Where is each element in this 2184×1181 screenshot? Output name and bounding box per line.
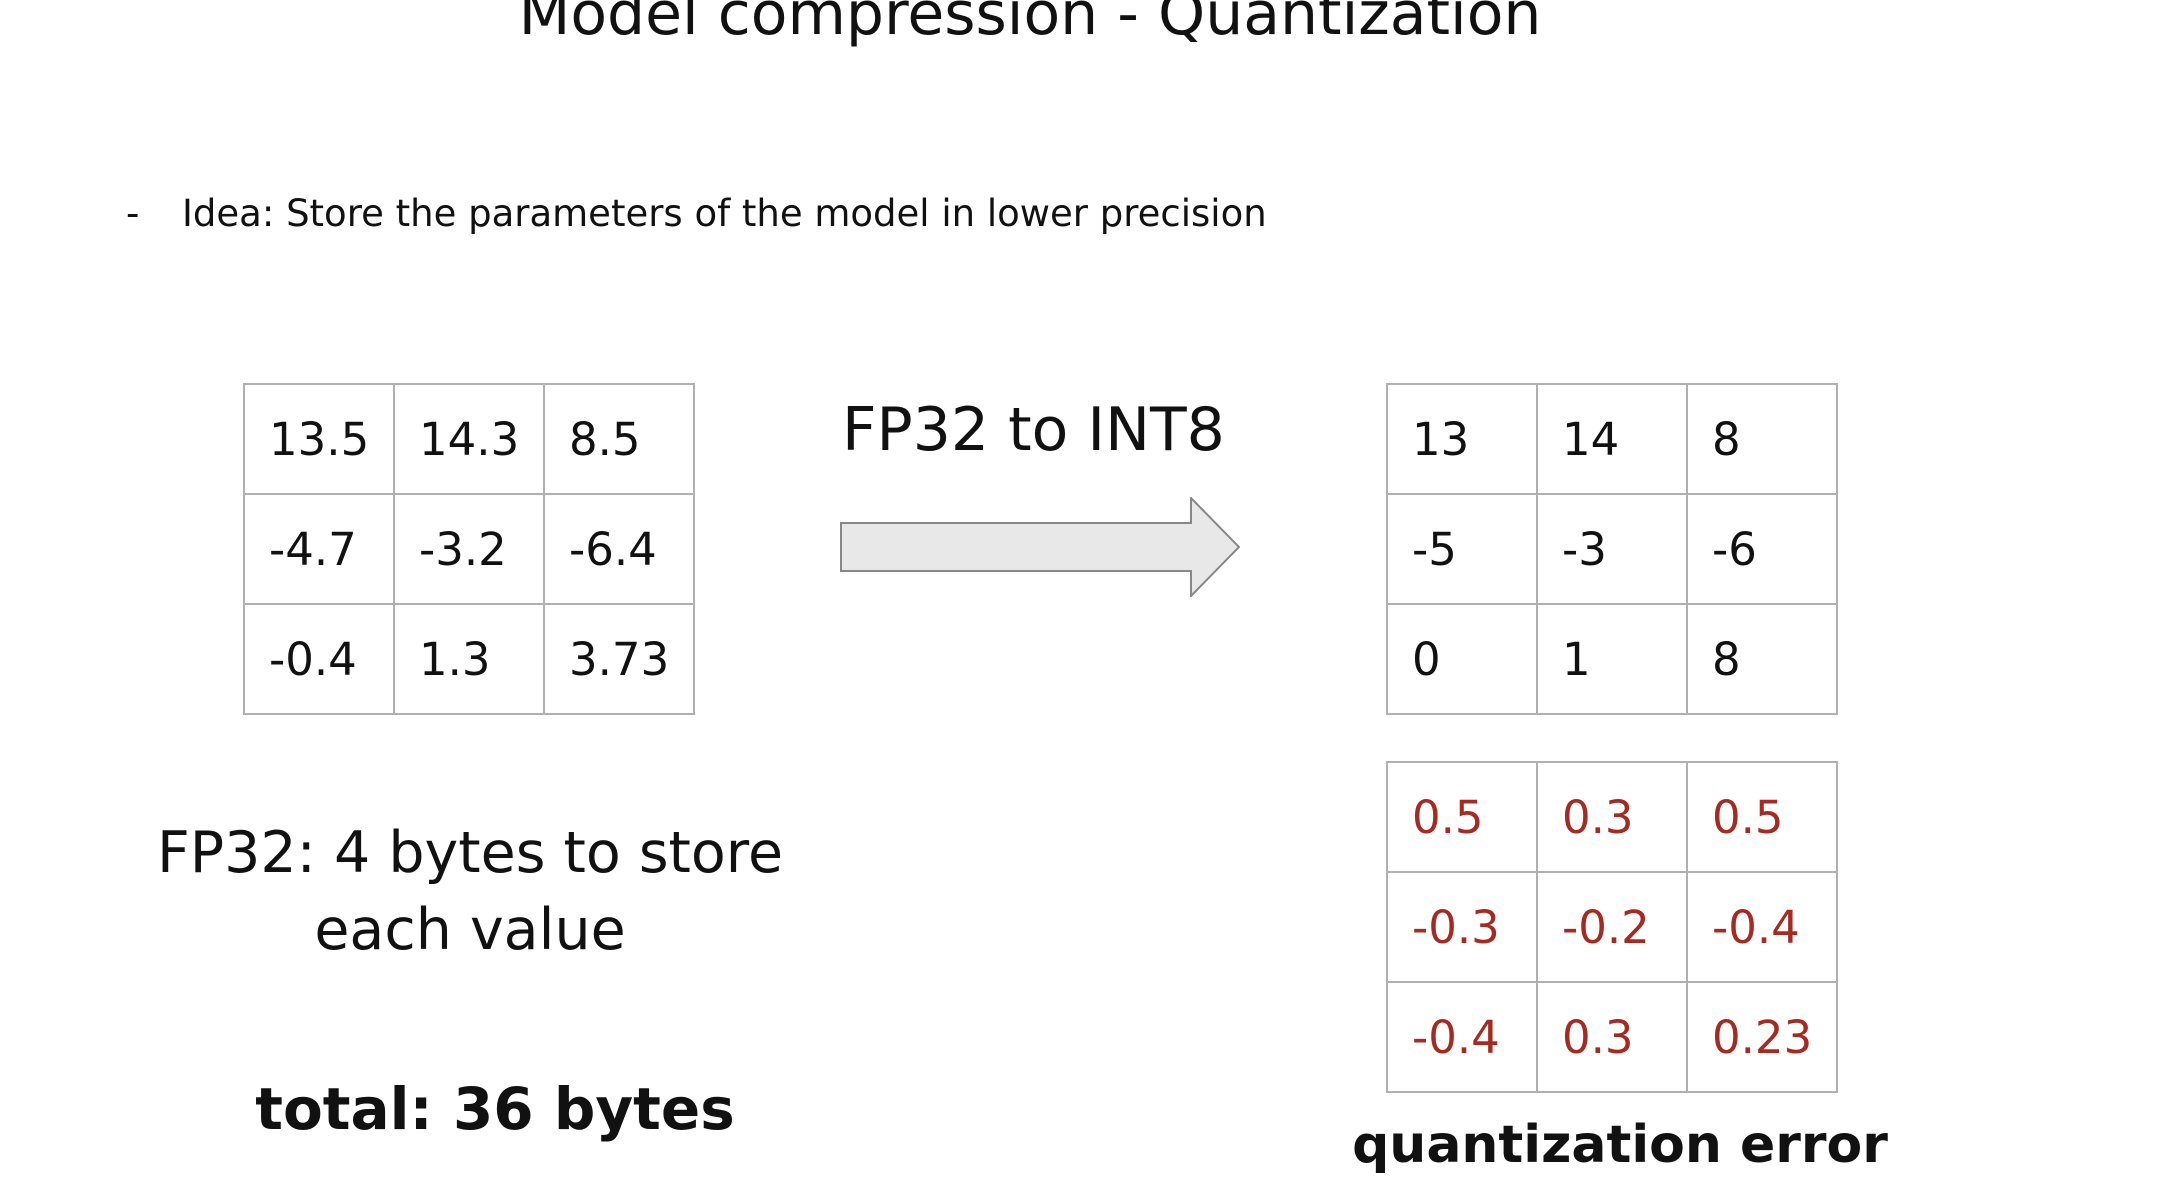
quantization-error-label: quantization error <box>1352 1115 1888 1175</box>
matrix-cell: 0.3 <box>1536 761 1688 873</box>
storage-note-line1: FP32: 4 bytes to store <box>156 820 784 886</box>
matrix-cell: 0.3 <box>1536 981 1688 1093</box>
storage-note: FP32: 4 bytes to store each value <box>120 815 820 969</box>
int8-matrix: 13 14 8 -5 -3 -6 0 1 8 <box>1386 383 1838 715</box>
matrix-row: 13 14 8 <box>1386 383 1838 495</box>
matrix-cell: -4.7 <box>243 493 395 605</box>
matrix-row: -0.3 -0.2 -0.4 <box>1386 871 1838 983</box>
fp32-matrix: 13.5 14.3 8.5 -4.7 -3.2 -6.4 -0.4 1.3 3.… <box>243 383 695 715</box>
matrix-cell: 8 <box>1686 603 1838 715</box>
slide-title: Model compression - Quantization <box>518 0 1542 49</box>
matrix-row: -0.4 0.3 0.23 <box>1386 981 1838 1093</box>
total-bytes-label: total: 36 bytes <box>255 1075 735 1143</box>
matrix-cell: 0.5 <box>1686 761 1838 873</box>
matrix-row: 0 1 8 <box>1386 603 1838 715</box>
matrix-cell: 3.73 <box>543 603 695 715</box>
matrix-cell: -6 <box>1686 493 1838 605</box>
matrix-cell: -6.4 <box>543 493 695 605</box>
matrix-cell: 13 <box>1386 383 1538 495</box>
conversion-label: FP32 to INT8 <box>842 395 1225 465</box>
matrix-cell: -0.3 <box>1386 871 1538 983</box>
matrix-row: 0.5 0.3 0.5 <box>1386 761 1838 873</box>
idea-bullet: - Idea: Store the parameters of the model… <box>126 190 1267 238</box>
matrix-cell: 8.5 <box>543 383 695 495</box>
matrix-cell: 13.5 <box>243 383 395 495</box>
matrix-cell: 0 <box>1386 603 1538 715</box>
matrix-cell: 0.23 <box>1686 981 1838 1093</box>
bullet-marker: - <box>126 192 140 235</box>
matrix-cell: -0.2 <box>1536 871 1688 983</box>
matrix-cell: 8 <box>1686 383 1838 495</box>
quantization-error-matrix: 0.5 0.3 0.5 -0.3 -0.2 -0.4 -0.4 0.3 0.23 <box>1386 761 1838 1093</box>
matrix-cell: -0.4 <box>1386 981 1538 1093</box>
matrix-cell: -0.4 <box>1686 871 1838 983</box>
matrix-cell: 14.3 <box>393 383 545 495</box>
matrix-cell: 1.3 <box>393 603 545 715</box>
matrix-cell: 0.5 <box>1386 761 1538 873</box>
bullet-text: Idea: Store the parameters of the model … <box>182 192 1267 235</box>
matrix-row: -0.4 1.3 3.73 <box>243 603 695 715</box>
matrix-cell: -3.2 <box>393 493 545 605</box>
storage-note-line2: each value <box>314 896 626 963</box>
matrix-row: -5 -3 -6 <box>1386 493 1838 605</box>
matrix-cell: -3 <box>1536 493 1688 605</box>
right-arrow-icon <box>840 497 1240 597</box>
matrix-cell: -5 <box>1386 493 1538 605</box>
matrix-cell: -0.4 <box>243 603 395 715</box>
matrix-cell: 14 <box>1536 383 1688 495</box>
matrix-cell: 1 <box>1536 603 1688 715</box>
matrix-row: 13.5 14.3 8.5 <box>243 383 695 495</box>
matrix-row: -4.7 -3.2 -6.4 <box>243 493 695 605</box>
